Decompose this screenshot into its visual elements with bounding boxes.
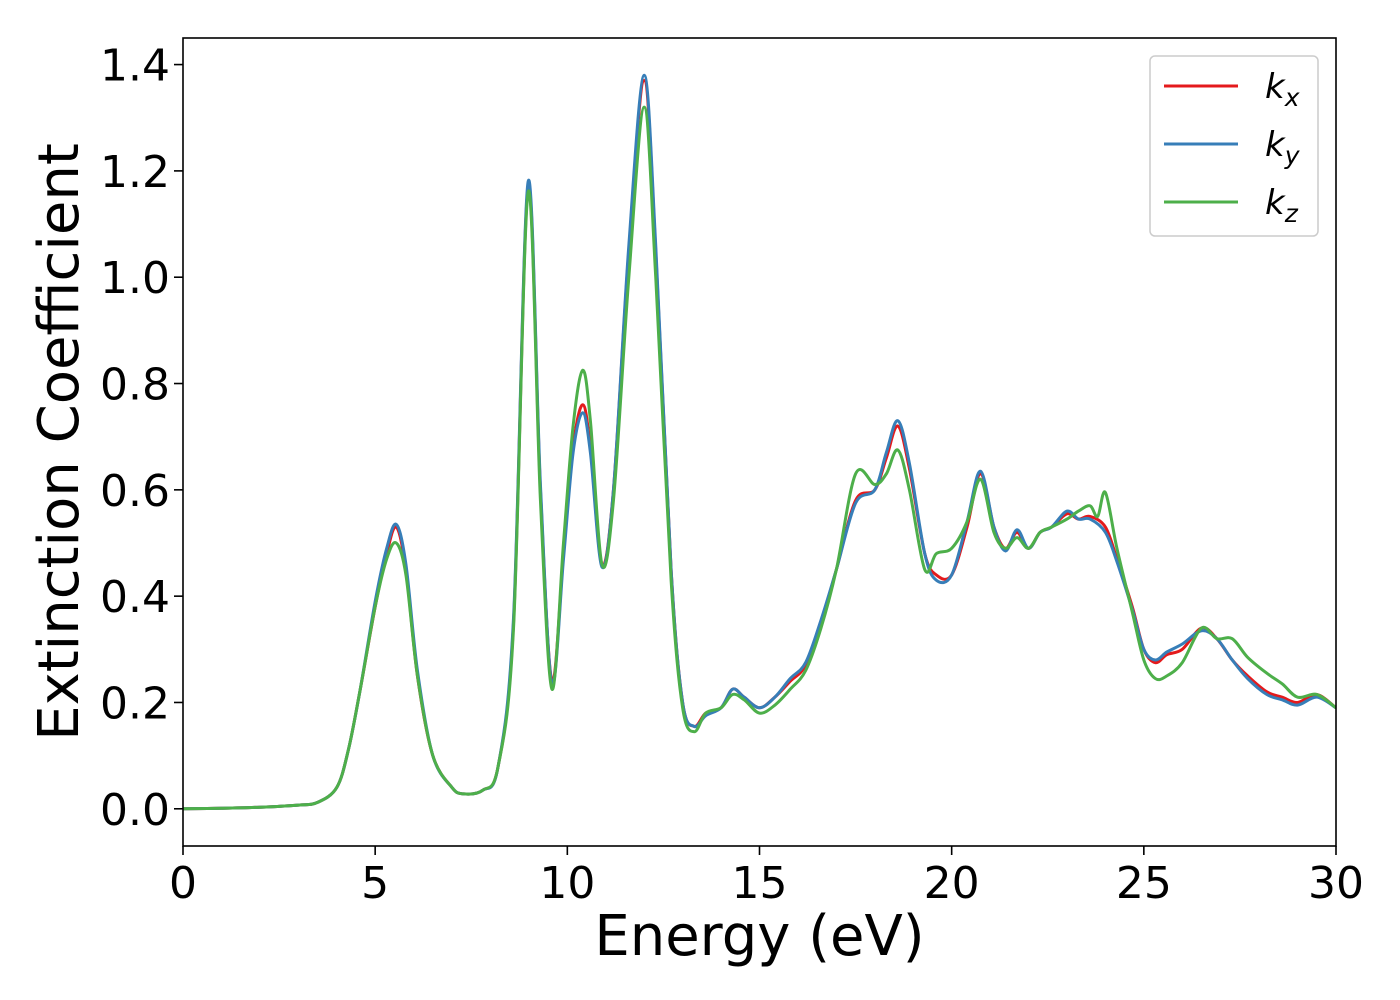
- y-axis: 0.0 0.2 0.4 0.6 0.8 1.0 1.2 1.4: [100, 41, 183, 836]
- y-tick-label: 1.4: [100, 41, 170, 92]
- x-axis: 0 5 10 15 20 25 30: [169, 846, 1364, 909]
- x-tick-label: 0: [169, 858, 197, 909]
- y-axis-title: Extinction Coefficient: [27, 143, 92, 741]
- legend-box: [1149, 55, 1319, 237]
- x-tick-label: 20: [924, 858, 980, 909]
- x-tick-label: 30: [1308, 858, 1364, 909]
- x-tick-label: 25: [1116, 858, 1172, 909]
- series-layer: [183, 73, 1336, 811]
- x-axis-title: Energy (eV): [594, 904, 924, 969]
- x-tick-label: 15: [732, 858, 788, 909]
- series-line-kz: [183, 105, 1336, 811]
- y-tick-label: 0.2: [100, 678, 170, 729]
- y-tick-label: 0.6: [100, 466, 170, 517]
- x-tick-label: 10: [539, 858, 595, 909]
- x-tick-label: 5: [361, 858, 389, 909]
- y-tick-label: 1.2: [100, 147, 170, 198]
- y-tick-label: 0.4: [100, 572, 170, 623]
- y-tick-label: 1.0: [100, 253, 170, 304]
- legend-item-kx: kx: [1164, 67, 1300, 112]
- y-tick-label: 0.0: [100, 785, 170, 836]
- y-tick-label: 0.8: [100, 360, 170, 411]
